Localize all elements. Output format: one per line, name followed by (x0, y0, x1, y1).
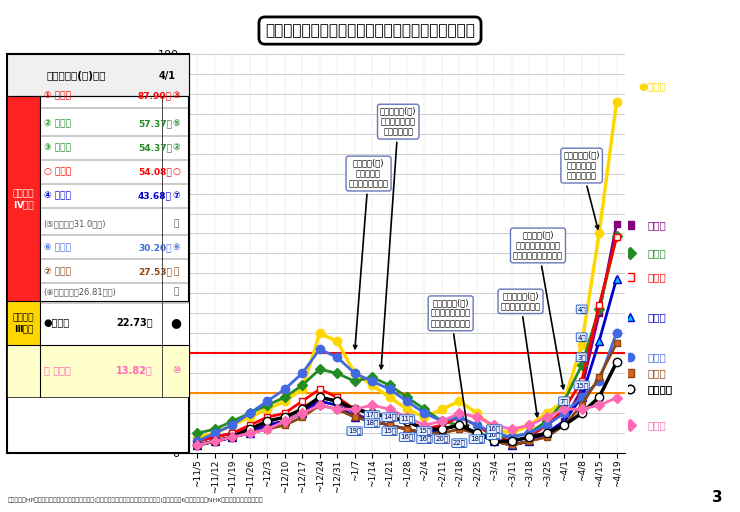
Text: 兵庫県: 兵庫県 (648, 221, 667, 230)
Text: ●: ● (171, 316, 181, 329)
Text: 18位: 18位 (366, 420, 379, 426)
Text: 14位: 14位 (383, 414, 396, 420)
Text: 沖縄県: 沖縄県 (648, 248, 667, 259)
Text: １月７日(木)
１都３県に
緊急事態宣言発出: １月７日(木) １都３県に 緊急事態宣言発出 (349, 159, 388, 349)
Text: 22位: 22位 (453, 440, 466, 446)
Text: 20位: 20位 (435, 436, 448, 442)
Text: 11位: 11位 (400, 416, 414, 422)
Text: 57.37人: 57.37人 (138, 119, 172, 128)
Text: 16位: 16位 (400, 434, 414, 440)
Text: ⑱ 千葉県: ⑱ 千葉県 (44, 366, 70, 375)
Text: ○ 奈良市: ○ 奈良市 (44, 167, 71, 176)
Text: １月１３日(水)
緊急事態宣言の
対象地域拡大: １月１３日(水) 緊急事態宣言の 対象地域拡大 (380, 106, 417, 369)
Text: ４月１９日(月)時点: ４月１９日(月)時点 (47, 71, 106, 81)
Text: ２月２８日(日)
大阪・兵庫・京都
等への宣言を解除: ２月２８日(日) 大阪・兵庫・京都 等への宣言を解除 (431, 298, 471, 429)
Text: ⑥: ⑥ (172, 243, 180, 252)
Text: ステージ
Ⅳ相当: ステージ Ⅳ相当 (13, 190, 35, 209)
Text: ４月１日(木)
大阪・兵庫・宮城に
まん延防止適用を決定: ４月１日(木) 大阪・兵庫・宮城に まん延防止適用を決定 (513, 230, 565, 389)
Text: ⑦: ⑦ (172, 191, 180, 200)
Text: ○: ○ (172, 167, 180, 176)
Text: 直近１週間の人口１０万人当たりの陽性者数の推移: 直近１週間の人口１０万人当たりの陽性者数の推移 (265, 23, 475, 38)
Text: ３月２１日(日)
緊急事態宣言解除: ３月２１日(日) 緊急事態宣言解除 (500, 292, 540, 417)
Text: 3位: 3位 (577, 354, 586, 360)
Text: 15位: 15位 (418, 428, 431, 435)
Text: ステージ
Ⅲ相当: ステージ Ⅲ相当 (13, 314, 35, 333)
Text: 87.90人: 87.90人 (138, 91, 172, 100)
Text: 43.68人: 43.68人 (138, 191, 172, 200)
Text: ① 大阪府: ① 大阪府 (44, 91, 70, 100)
Text: ⑥ 東京都: ⑥ 東京都 (44, 243, 70, 252)
Text: 全　　国: 全 国 (648, 384, 673, 394)
Text: ⑰: ⑰ (173, 287, 178, 296)
Text: 54.37人: 54.37人 (138, 143, 172, 152)
Bar (7, 54, 189, 96)
Text: ③: ③ (172, 91, 180, 100)
Text: (⑤徳島県：31.0人　): (⑤徳島県：31.0人 ) (44, 219, 106, 228)
Text: 千葉県: 千葉県 (648, 420, 667, 430)
Text: 19位: 19位 (348, 428, 361, 435)
Text: ⑤: ⑤ (172, 119, 180, 128)
Text: 54.08人: 54.08人 (138, 167, 172, 176)
Text: 18位: 18位 (470, 436, 483, 442)
Text: 京都府: 京都府 (648, 368, 667, 378)
Text: ●全　国: ●全 国 (44, 317, 70, 328)
Text: 厚生労働省HP「都道府県の医療提供体制等の状況(医療提供体制・監視体制・感染の状況)について（6指標）」及びNHK特設サイトなどから引用: 厚生労働省HP「都道府県の医療提供体制等の状況(医療提供体制・監視体制・感染の状… (7, 497, 263, 503)
Bar (40, 302, 189, 345)
Text: 16位: 16位 (488, 432, 501, 438)
Text: 3: 3 (713, 490, 723, 505)
Text: 15位: 15位 (575, 382, 588, 389)
Text: 16位: 16位 (418, 436, 431, 442)
Text: 全　　国: 全 国 (648, 384, 673, 394)
Text: 15位: 15位 (383, 428, 396, 435)
Text: 22.73人: 22.73人 (116, 317, 152, 328)
Text: ⑩: ⑩ (172, 366, 180, 375)
Bar (7, 345, 189, 397)
FancyBboxPatch shape (7, 54, 189, 453)
Text: ②: ② (172, 143, 180, 152)
Bar (7, 302, 40, 345)
Text: ●大阪府: ●大阪府 (639, 81, 667, 91)
Text: 4位: 4位 (577, 334, 586, 340)
Text: 東京都: 東京都 (648, 352, 667, 362)
Text: ４月１５日(木)
政府分科会、
新指標を提言: ４月１５日(木) 政府分科会、 新指標を提言 (563, 151, 600, 229)
Text: 4位: 4位 (577, 306, 586, 313)
Text: 17位: 17位 (366, 412, 379, 418)
Text: ③ 沖縄県: ③ 沖縄県 (44, 143, 70, 152)
Text: 27.53人: 27.53人 (138, 267, 172, 276)
Text: 7位: 7位 (559, 398, 568, 404)
Text: 13.82人: 13.82人 (116, 366, 153, 375)
Text: ⑦ 京都府: ⑦ 京都府 (44, 267, 70, 276)
Bar (7, 96, 40, 302)
Text: 30.20人: 30.20人 (138, 243, 172, 252)
Text: 16位: 16位 (488, 426, 501, 433)
Text: (⑧和歌山県：26.81人　): (⑧和歌山県：26.81人 ) (44, 287, 116, 296)
Text: ④ 奈良県: ④ 奈良県 (44, 191, 70, 200)
Text: ② 兵庫県: ② 兵庫県 (44, 119, 70, 128)
Text: 奈良市: 奈良市 (648, 272, 667, 283)
Text: 4/1: 4/1 (158, 71, 175, 81)
Text: ㉓: ㉓ (173, 219, 178, 228)
Text: 奈良県: 奈良県 (648, 312, 667, 323)
Text: ⑮: ⑮ (173, 267, 178, 276)
